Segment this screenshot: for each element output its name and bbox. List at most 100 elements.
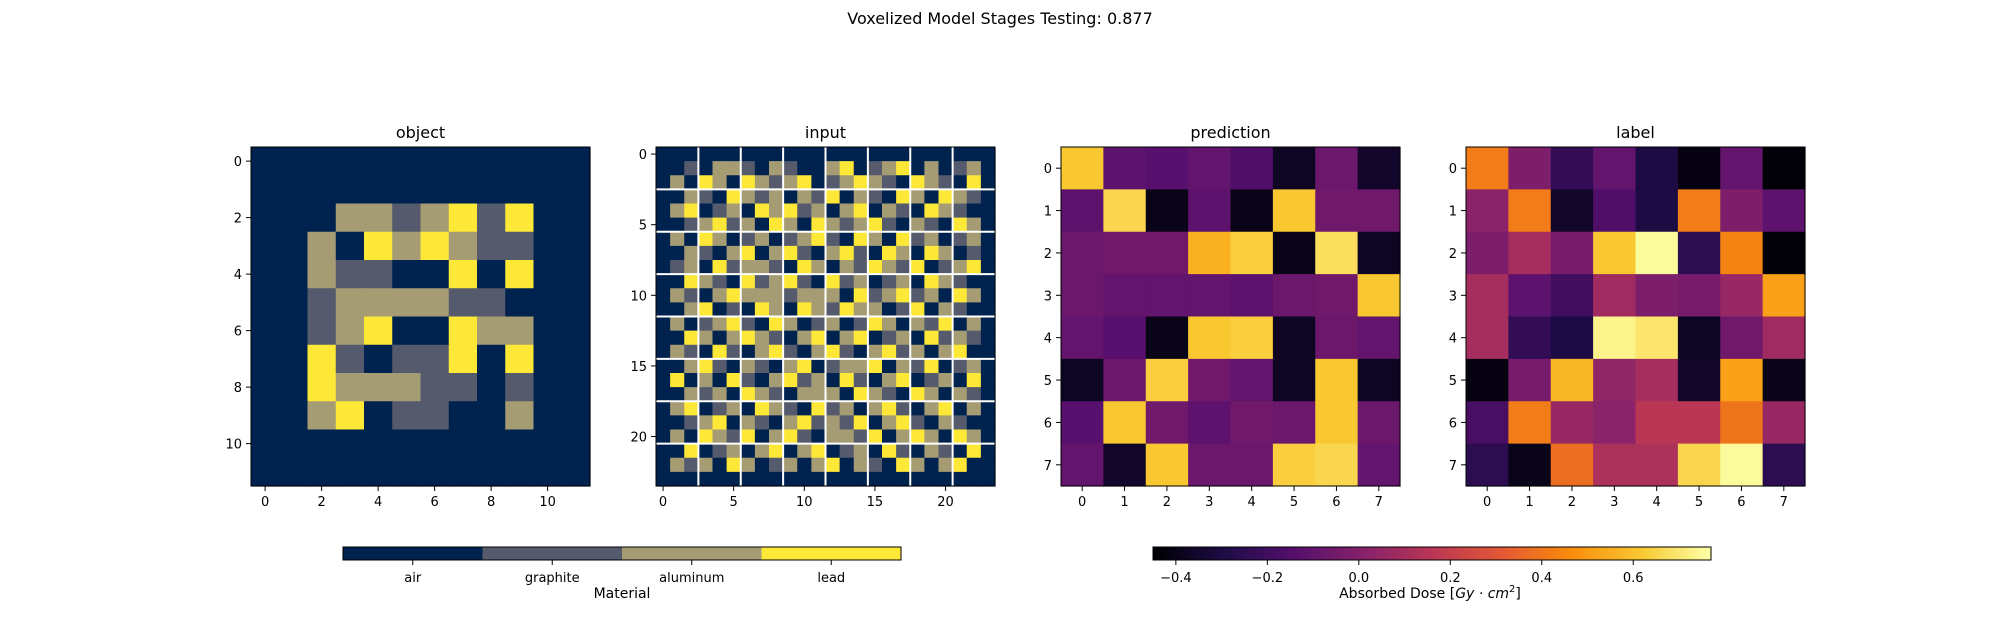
heatmap-cell xyxy=(392,175,422,205)
heatmap-cell xyxy=(867,471,883,487)
heatmap-cell xyxy=(684,387,699,402)
colorbar-frame xyxy=(342,546,902,561)
heatmap-cell xyxy=(938,231,954,247)
heatmap-cell xyxy=(1720,274,1764,318)
colorbar-tick-label: −0.2 xyxy=(1252,571,1284,586)
heatmap-cell xyxy=(952,330,968,346)
heatmap-cell xyxy=(811,373,827,388)
x-tick-label: 3 xyxy=(1205,495,1213,510)
heatmap-cell xyxy=(924,147,940,162)
heatmap-cell xyxy=(740,274,756,289)
y-tick-label: 5 xyxy=(639,219,647,234)
heatmap-cell xyxy=(251,231,280,261)
heatmap-cell xyxy=(251,203,280,233)
x-tick-label: 1 xyxy=(1120,495,1128,510)
heatmap-cell xyxy=(1593,443,1637,487)
input-panel: input 0 5 10 15 20 0 5 10 15 20 xyxy=(630,123,996,510)
heatmap-cell xyxy=(448,147,478,176)
heatmap-cell xyxy=(656,330,671,346)
colorbar-gradient-step xyxy=(1185,547,1191,560)
heatmap-cell xyxy=(811,217,827,233)
heatmap-cell xyxy=(1677,316,1721,360)
heatmap-cell xyxy=(882,344,897,360)
heatmap-cell xyxy=(712,457,728,473)
heatmap-cell xyxy=(1593,358,1637,402)
heatmap-cell xyxy=(726,344,742,360)
heatmap-cell xyxy=(952,288,968,303)
heatmap-cell xyxy=(980,429,996,445)
heatmap-cell xyxy=(251,260,280,289)
y-tick-label: 5 xyxy=(1449,374,1457,389)
heatmap-cell xyxy=(952,260,968,275)
heatmap-cell xyxy=(1593,147,1637,190)
colorbar-gradient-step xyxy=(1520,547,1526,560)
heatmap-cell xyxy=(882,302,897,318)
heatmap-cell xyxy=(364,231,393,261)
heatmap-cell xyxy=(867,260,883,275)
heatmap-cell xyxy=(811,245,827,261)
colorbar-gradient-step xyxy=(1399,547,1405,560)
heatmap-cell xyxy=(1762,189,1806,233)
heatmap-cell xyxy=(825,147,841,162)
heatmap-cell xyxy=(335,288,365,318)
heatmap-cell xyxy=(335,429,365,459)
colorbar-gradient-step xyxy=(1636,547,1642,560)
material-colorbar: air graphite aluminum lead xyxy=(342,546,902,586)
heatmap-cell xyxy=(797,161,812,176)
colorbar-tick-label: lead xyxy=(817,571,845,586)
heatmap-cell xyxy=(867,245,883,261)
x-tick-label: 0 xyxy=(1078,495,1086,510)
heatmap-cell xyxy=(698,373,714,388)
heatmap-cell xyxy=(726,330,742,346)
heatmap-cell xyxy=(938,217,954,233)
heatmap-cell xyxy=(769,260,784,275)
colorbar-gradient-step xyxy=(1501,547,1507,560)
heatmap-cell xyxy=(1550,147,1594,190)
heatmap-cell xyxy=(769,203,784,219)
heatmap-cell xyxy=(1466,358,1509,402)
heatmap-cell xyxy=(910,373,925,388)
heatmap-cell xyxy=(448,344,478,374)
heatmap-cell xyxy=(825,344,841,360)
heatmap-cell xyxy=(477,175,506,205)
heatmap-cell xyxy=(420,288,450,318)
heatmap-cell xyxy=(698,330,714,346)
heatmap-cell xyxy=(279,203,309,233)
heatmap-cell xyxy=(533,373,563,402)
heatmap-cell xyxy=(712,302,728,318)
colorbar-tick-label: −0.4 xyxy=(1160,571,1192,586)
heatmap-cell xyxy=(740,245,756,261)
colorbar-gradient-step xyxy=(1576,547,1582,560)
x-tick-label: 2 xyxy=(317,495,325,510)
heatmap-cell xyxy=(882,274,897,289)
heatmap-cell xyxy=(1466,189,1509,233)
heatmap-cell xyxy=(698,302,714,318)
heatmap-cell xyxy=(839,288,855,303)
colorbar-gradient-step xyxy=(1669,547,1675,560)
heatmap-cell xyxy=(1677,189,1721,233)
heatmap-cell xyxy=(910,231,925,247)
heatmap-cell xyxy=(684,415,699,431)
axes-frame xyxy=(1465,146,1806,487)
heatmap-cell xyxy=(670,387,685,402)
colorbar-gradient-step xyxy=(1325,547,1331,560)
heatmap-cell xyxy=(839,344,855,360)
heatmap-cell xyxy=(656,415,671,431)
heatmap-cell xyxy=(656,302,671,318)
heatmap-cell xyxy=(754,429,770,445)
heatmap-cell xyxy=(783,217,798,233)
heatmap-cell xyxy=(684,471,699,487)
heatmap-cell xyxy=(980,175,996,190)
heatmap-cell xyxy=(853,231,869,247)
colorbar-gradient-step xyxy=(1241,547,1247,560)
heatmap-cell xyxy=(1357,358,1401,402)
heatmap-cell xyxy=(740,429,756,445)
heatmap-cell xyxy=(910,245,925,261)
heatmap-cell xyxy=(867,217,883,233)
heatmap-cell xyxy=(1103,231,1147,275)
heatmap-cell xyxy=(910,344,925,360)
heatmap-cell xyxy=(1550,231,1594,275)
heatmap-cell xyxy=(1145,401,1189,445)
heatmap-cell xyxy=(853,330,869,346)
heatmap-cell xyxy=(1762,443,1806,487)
